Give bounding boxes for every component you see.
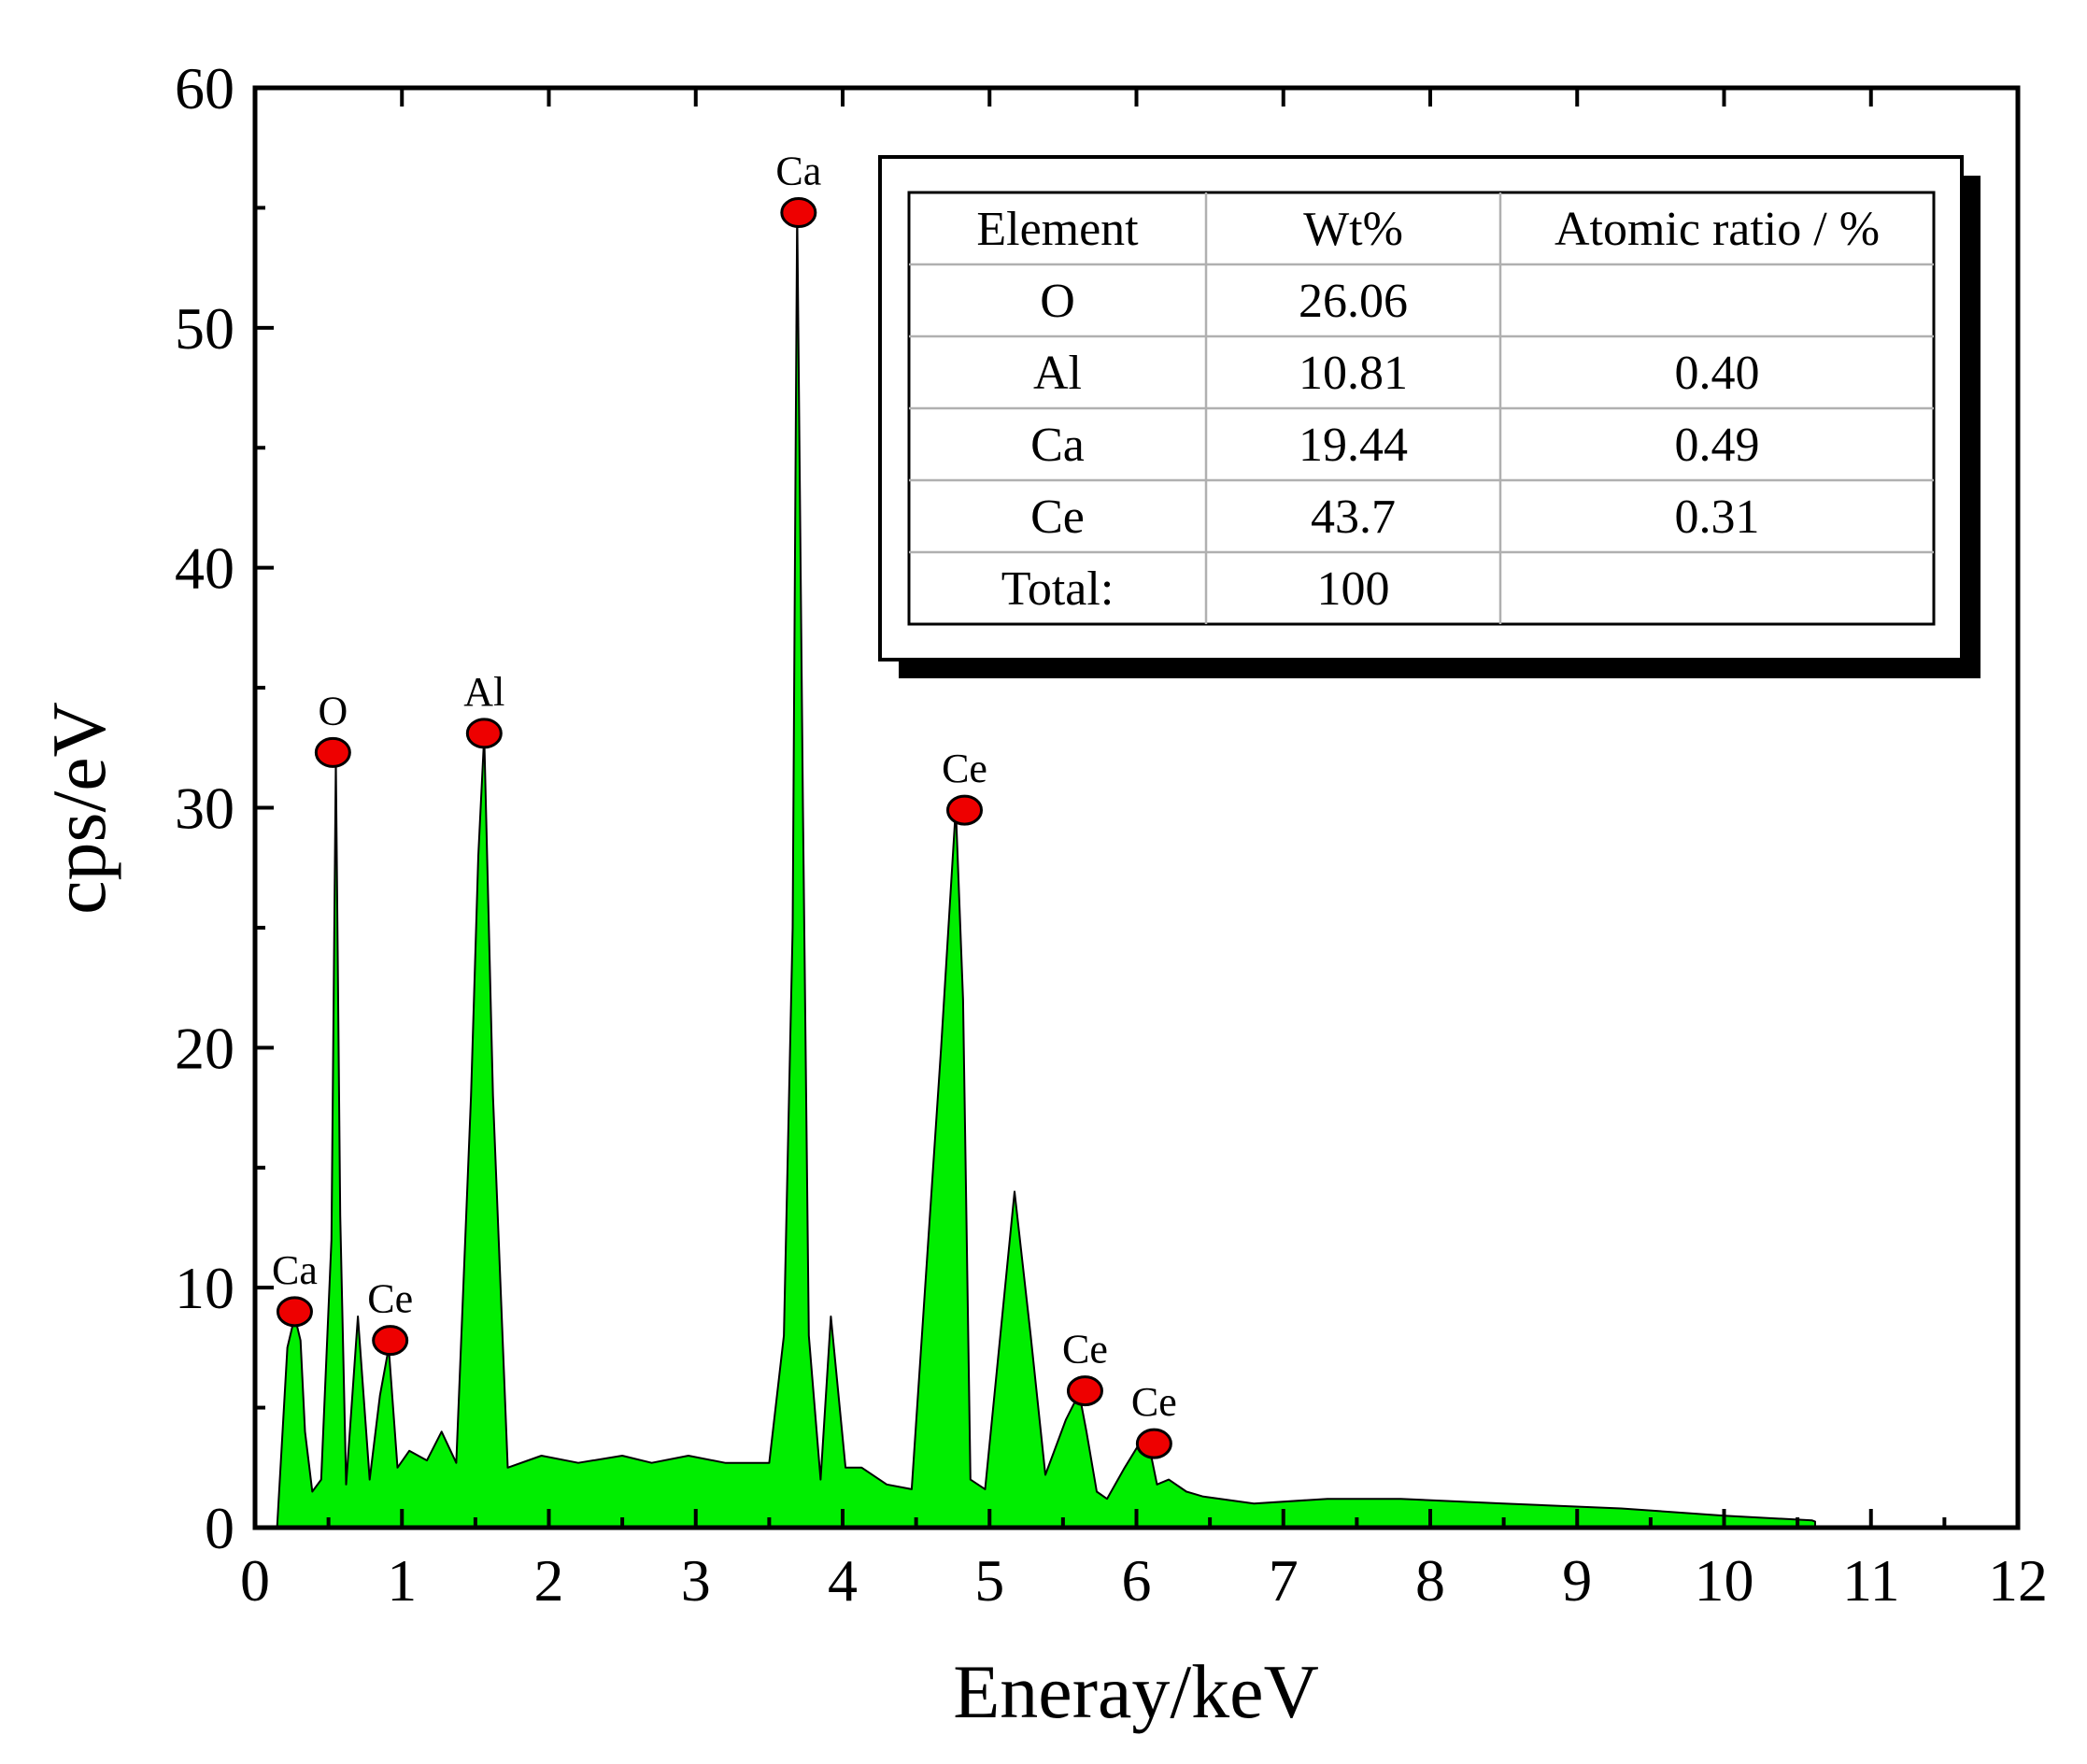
table-cell-3-0: Ca [1030, 419, 1085, 472]
peak-label-5: Ce [942, 746, 987, 791]
table-cell-5-1: 100 [1317, 562, 1390, 616]
peak-marker-7 [1135, 1428, 1172, 1459]
y-tick-label-4: 40 [175, 535, 234, 602]
spectrum-area-0 [276, 206, 1816, 1529]
peak-label-0: Ca [272, 1247, 318, 1293]
table-cell-2-0: Al [1033, 347, 1082, 400]
peak-label-6: Ce [1062, 1327, 1108, 1373]
x-tick-label-11: 11 [1842, 1547, 1900, 1614]
peak-label-4: Ca [775, 149, 821, 194]
peak-label-3: Al [463, 669, 504, 715]
table-cell-4-1: 43.7 [1311, 491, 1396, 544]
x-tick-label-7: 7 [1269, 1547, 1299, 1614]
x-tick-label-6: 6 [1122, 1547, 1152, 1614]
y-tick-label-3: 30 [175, 775, 234, 842]
table-cell-3-2: 0.49 [1675, 419, 1760, 472]
table-header-2: Atomic ratio / % [1555, 203, 1880, 256]
peak-marker-3 [465, 718, 503, 749]
table-cell-1-1: 26.06 [1299, 275, 1408, 328]
x-tick-label-9: 9 [1562, 1547, 1592, 1614]
x-tick-label-5: 5 [974, 1547, 1004, 1614]
table-cell-2-2: 0.40 [1675, 347, 1760, 400]
table-cell-1-0: O [1040, 275, 1075, 328]
peak-marker-2 [372, 1325, 409, 1357]
plot-area [276, 206, 1816, 1529]
peak-marker-0 [276, 1296, 313, 1328]
inset-table: Element Wt% Atomic ratio / % O 26.06 Al 10.81 0… [878, 155, 1981, 678]
y-axis-ticks: 0 10 20 30 40 50 60 [175, 55, 274, 1561]
x-tick-label-3: 3 [681, 1547, 711, 1614]
table-cell-3-1: 19.44 [1299, 419, 1408, 472]
peak-label-7: Ce [1131, 1379, 1177, 1425]
table-header-1: Wt% [1303, 203, 1403, 256]
table-header-0: Element [976, 203, 1139, 256]
peak-marker-1 [314, 736, 351, 768]
peak-marker-4 [780, 197, 817, 229]
x-tick-label-2: 2 [534, 1547, 564, 1614]
x-tick-label-12: 12 [1988, 1547, 2048, 1614]
x-tick-label-0: 0 [240, 1547, 270, 1614]
table-cell-4-0: Ce [1030, 491, 1085, 544]
peak-label-1: O [318, 688, 348, 733]
y-tick-label-6: 60 [175, 55, 234, 121]
x-tick-label-1: 1 [387, 1547, 417, 1614]
table-cell-2-1: 10.81 [1299, 347, 1408, 400]
y-tick-label-2: 20 [175, 1015, 234, 1081]
table-cell-5-0: Total: [1001, 562, 1114, 616]
x-tick-label-10: 10 [1695, 1547, 1754, 1614]
x-axis-ticks: 0 1 2 3 4 5 6 7 8 9 10 11 12 [240, 88, 2048, 1614]
peak-markers: Ca O Ce Al Ca Ce Ce Ce [272, 149, 1177, 1459]
y-axis-title: cps/eV [36, 702, 121, 915]
x-tick-label-8: 8 [1415, 1547, 1445, 1614]
y-tick-label-0: 0 [205, 1495, 234, 1561]
peak-label-2: Ce [367, 1276, 413, 1322]
peak-marker-6 [1066, 1375, 1103, 1407]
x-axis-title: Eneray/keV [953, 1649, 1319, 1734]
peak-marker-5 [946, 794, 984, 826]
table-cell-4-2: 0.31 [1675, 491, 1760, 544]
inset-table-grid: Element Wt% Atomic ratio / % O 26.06 Al 10.81 0… [907, 191, 1936, 626]
y-tick-label-5: 50 [175, 295, 234, 362]
y-tick-label-1: 10 [175, 1255, 234, 1321]
x-tick-label-4: 4 [828, 1547, 858, 1614]
